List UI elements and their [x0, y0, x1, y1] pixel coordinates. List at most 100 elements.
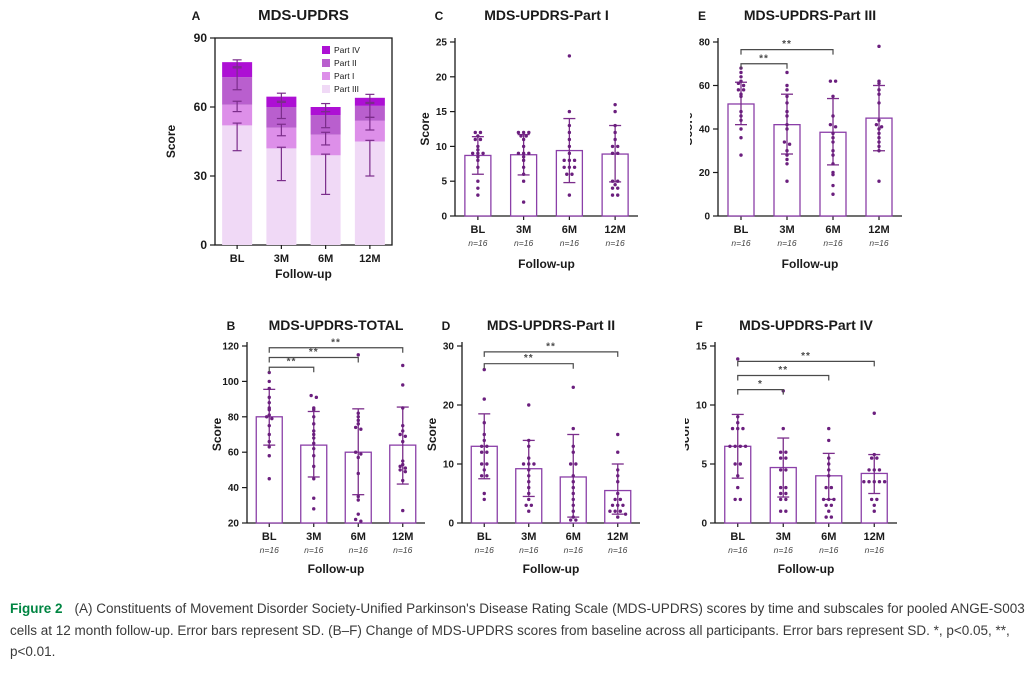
y-tick-label: 120 — [222, 342, 239, 353]
scatter-point — [571, 385, 575, 389]
scatter-point — [869, 497, 874, 502]
scatter-point — [476, 134, 480, 138]
scatter-point — [359, 452, 363, 456]
scatter-point — [532, 462, 536, 466]
scatter-point — [778, 509, 783, 513]
y-tick-label: 40 — [228, 483, 240, 494]
scatter-point — [616, 503, 620, 507]
panel-letter: B — [227, 319, 236, 333]
scatter-point — [739, 94, 743, 99]
legend-swatch-part_iv — [322, 46, 330, 54]
panel-title: MDS-UPDRS-Part IV — [739, 317, 873, 333]
scatter-point — [736, 426, 740, 431]
scatter-point — [827, 509, 831, 513]
x-category-label: 6M — [562, 224, 577, 236]
scatter-point — [312, 408, 316, 412]
y-tick-label: 0 — [200, 238, 207, 252]
scatter-point — [267, 445, 271, 449]
scatter-point — [521, 151, 526, 156]
scatter-point — [877, 136, 881, 140]
scatter-point — [570, 172, 574, 176]
scatter-point — [521, 172, 526, 176]
scatter-point — [831, 136, 835, 140]
scatter-point — [831, 94, 835, 99]
scatter-point — [527, 491, 531, 496]
scatter-point — [567, 130, 572, 135]
n-label: n=16 — [519, 545, 538, 555]
scatter-point — [567, 144, 572, 149]
scatter-point — [785, 153, 789, 157]
scatter-point — [312, 496, 316, 500]
panel-letter: A — [192, 9, 201, 23]
scatter-point — [476, 186, 480, 190]
scatter-point — [521, 137, 526, 142]
panel-A-chart: MDS-UPDRS A 0 30 60 90 BL 3M 6M 12M Score Follow-up… — [164, 7, 393, 281]
scatter-point — [739, 79, 743, 83]
scatter-point — [524, 503, 528, 507]
y-tick-label: 15 — [696, 342, 708, 353]
scatter-point — [784, 456, 788, 460]
scatter-point — [524, 134, 528, 138]
scatter-point — [785, 94, 789, 99]
scatter-point — [829, 515, 834, 519]
scatter-point — [828, 79, 833, 83]
panel-title: MDS-UPDRS — [258, 7, 349, 24]
significance-bracket — [483, 351, 619, 357]
scatter-point — [353, 450, 358, 454]
scatter-point — [527, 403, 531, 407]
scatter-point — [567, 158, 572, 163]
scatter-point — [738, 497, 743, 502]
scatter-point — [267, 423, 271, 428]
scatter-point — [571, 426, 575, 431]
scatter-point — [398, 464, 402, 469]
scatter-point — [778, 497, 783, 502]
scatter-point — [877, 144, 881, 149]
n-label: n=16 — [819, 545, 838, 555]
scatter-point — [829, 485, 834, 490]
panel-D-chart: MDS-UPDRS-Part II D 0 10 20 30 BL n=16 3M n=16 6M n… — [425, 317, 640, 576]
scatter-point — [521, 179, 526, 183]
scatter-point — [874, 122, 879, 127]
panel-C-chart: MDS-UPDRS-Part I C 0 5 10 15 20 25 BL n=16 3M n=16 6… — [418, 7, 638, 271]
x-category-label: 3M — [306, 531, 321, 543]
scatter-point — [784, 509, 788, 513]
panel-letter: D — [442, 319, 451, 333]
scatter-point — [568, 518, 573, 522]
x-category-label: 3M — [779, 224, 794, 236]
significance-bracket — [737, 374, 830, 381]
scatter-point — [827, 456, 831, 460]
panel-title: MDS-UPDRS-Part III — [744, 7, 876, 23]
scatter-point — [267, 370, 271, 375]
scatter-point — [613, 497, 617, 502]
scatter-point — [833, 125, 838, 129]
scatter-point — [831, 183, 835, 188]
scatter-point — [877, 118, 881, 123]
scatter-point — [571, 444, 575, 448]
x-category-label: BL — [730, 531, 745, 543]
x-category-label: 12M — [868, 224, 889, 236]
legend-swatch-part_ii — [322, 59, 330, 67]
n-label: n=16 — [869, 238, 888, 248]
y-axis-title: Score — [690, 112, 695, 146]
scatter-point — [527, 480, 531, 484]
n-label: n=16 — [731, 238, 750, 248]
scatter-point — [872, 503, 876, 507]
scatter-point — [831, 172, 835, 177]
bar-6M — [555, 149, 584, 217]
scatter-point — [782, 140, 787, 144]
y-tick-label: 0 — [441, 212, 447, 223]
scatter-point — [785, 114, 789, 118]
scatter-point — [778, 456, 783, 460]
y-tick-label: 20 — [443, 401, 455, 412]
scatter-point — [527, 509, 531, 513]
scatter-point — [476, 193, 480, 197]
scatter-point — [353, 517, 358, 522]
scatter-point — [739, 114, 743, 118]
scatter-point — [403, 469, 408, 474]
scatter-point — [621, 503, 625, 507]
scatter-point — [403, 434, 408, 438]
panel-title: MDS-UPDRS-TOTAL — [269, 317, 404, 333]
y-tick-label: 100 — [222, 377, 239, 388]
scatter-point — [516, 151, 521, 156]
